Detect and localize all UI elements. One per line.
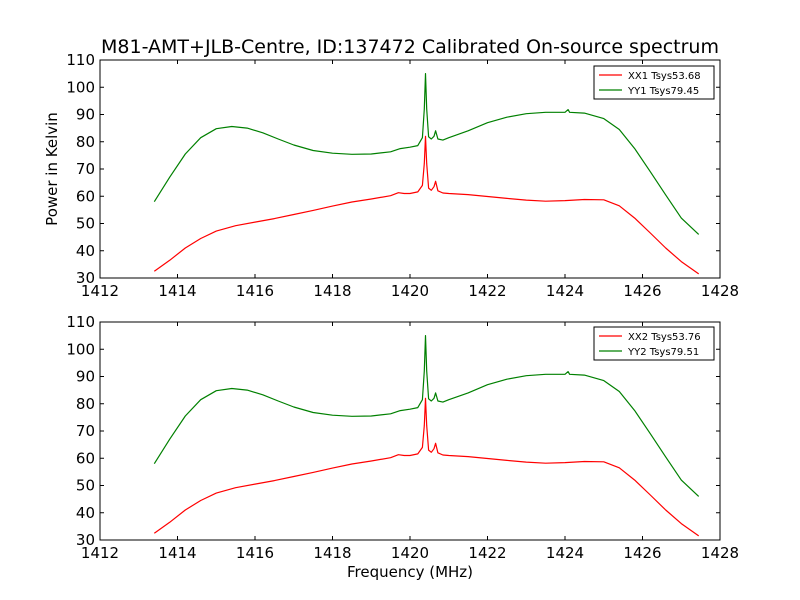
y-tick-label: 40 (76, 242, 95, 260)
y-tick-label: 80 (76, 395, 95, 413)
y-tick-label: 50 (76, 477, 95, 495)
y-tick-label: 60 (76, 187, 95, 205)
x-tick-label: 1426 (623, 282, 661, 300)
figure-title: M81-AMT+JLB-Centre, ID:137472 Calibrated… (101, 36, 719, 58)
legend-box (593, 326, 715, 361)
x-tick-label: 1424 (546, 544, 584, 562)
x-tick-label: 1414 (158, 282, 196, 300)
legend-entry-label: XX2 Tsys53.76 (628, 332, 701, 343)
y-tick-label: 110 (66, 313, 95, 331)
y-tick-label: 50 (76, 215, 95, 233)
x-tick-label: 1414 (158, 544, 196, 562)
y-tick-label: 80 (76, 133, 95, 151)
y-tick-label: 90 (76, 368, 95, 386)
series-line-1-2 (153, 72, 700, 235)
plot-panel-1: 1412 1414 1416 1418 1420 1422 1424 1426 1428 30 40… (66, 51, 739, 300)
x-tick-label: 1418 (313, 544, 351, 562)
x-tick-label: 1420 (391, 282, 429, 300)
series-line-2-2 (153, 335, 700, 497)
plot-panels: 1412 1414 1416 1418 1420 1422 1424 1426 1428 30 40… (66, 51, 739, 562)
legend-entry-label: YY1 Tsys79.45 (627, 86, 699, 97)
y-tick-label: 30 (76, 269, 95, 287)
legend-box (593, 65, 715, 100)
x-tick-label: 1422 (468, 282, 506, 300)
x-axis-label: Frequency (MHz) (347, 563, 473, 581)
x-tick-label: 1424 (546, 282, 584, 300)
legend-entry-label: XX1 Tsys53.68 (628, 71, 701, 82)
x-tick-label: 1428 (701, 282, 739, 300)
y-tick-label: 100 (66, 78, 95, 96)
series-line-1-1 (153, 135, 700, 275)
y-tick-label: 70 (76, 422, 95, 440)
y-tick-label: 30 (76, 531, 95, 549)
y-tick-label: 40 (76, 504, 95, 522)
y-tick-label: 110 (66, 51, 95, 69)
y-tick-label: 100 (66, 340, 95, 358)
x-tick-label: 1412 (81, 282, 119, 300)
plot-panel-2: 1412 1414 1416 1418 1420 1422 1424 1426 1428 30 40… (66, 313, 739, 562)
y-axis-label: Power in Kelvin (43, 112, 61, 226)
x-tick-label: 1422 (468, 544, 506, 562)
x-tick-label: 1416 (236, 544, 274, 562)
y-tick-label: 60 (76, 449, 95, 467)
x-tick-label: 1426 (623, 544, 661, 562)
x-tick-label: 1428 (701, 544, 739, 562)
x-tick-label: 1420 (391, 544, 429, 562)
x-tick-label: 1412 (81, 544, 119, 562)
x-tick-label: 1416 (236, 282, 274, 300)
series-line-2-1 (153, 397, 700, 537)
legend-1: XX1 Tsys53.68 YY1 Tsys79.45 (593, 65, 715, 100)
legend-2: XX2 Tsys53.76 YY2 Tsys79.51 (593, 326, 715, 361)
y-tick-label: 70 (76, 160, 95, 178)
y-tick-label: 90 (76, 106, 95, 124)
x-tick-label: 1418 (313, 282, 351, 300)
legend-entry-label: YY2 Tsys79.51 (627, 347, 699, 358)
